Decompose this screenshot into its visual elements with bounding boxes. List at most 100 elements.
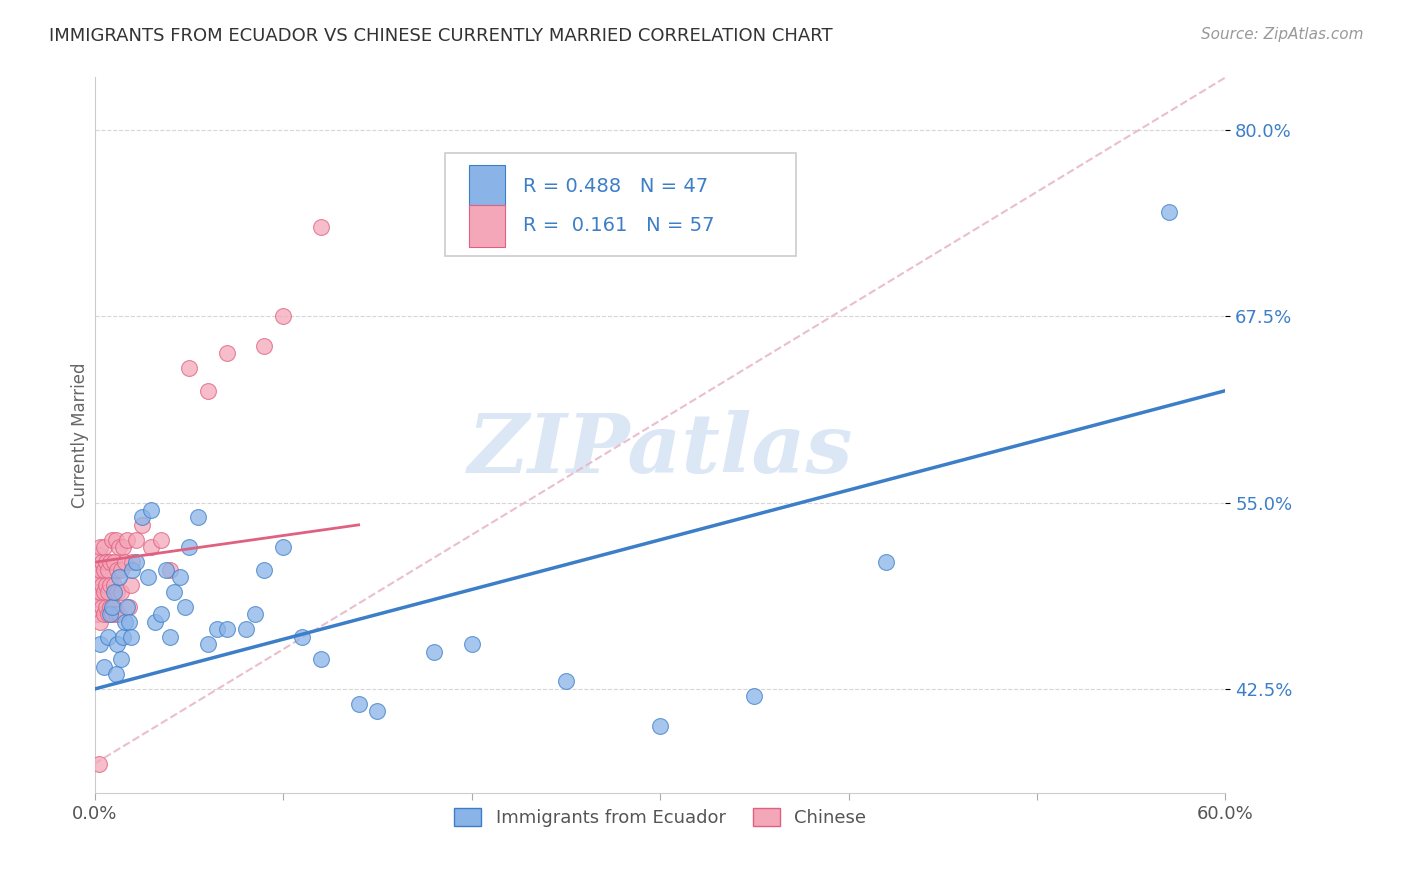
Point (89, 563, 111, 577)
Point (107, 563, 129, 577)
Point (114, 615, 136, 629)
Point (110, 652, 132, 666)
Point (107, 585, 129, 599)
Point (141, 541, 163, 555)
Point (253, 339, 276, 353)
Point (120, 577, 142, 591)
Point (423, 645, 446, 659)
Point (86, 607, 108, 622)
Point (93, 585, 115, 599)
Point (149, 533, 172, 547)
Point (159, 630, 181, 644)
Point (650, 719, 672, 733)
Point (253, 563, 276, 577)
Point (366, 704, 388, 718)
Point (271, 541, 294, 555)
Point (98, 607, 121, 622)
Point (143, 615, 166, 629)
Point (100, 533, 122, 547)
Point (125, 533, 148, 547)
Point (187, 510, 209, 524)
Point (104, 607, 127, 622)
Point (100, 607, 122, 622)
Point (87, 756, 110, 771)
Point (110, 563, 132, 577)
Point (112, 541, 135, 555)
Point (235, 622, 257, 636)
Y-axis label: Currently Married: Currently Married (72, 363, 89, 508)
Point (108, 541, 131, 555)
Point (115, 599, 138, 614)
Point (169, 570, 191, 584)
Point (103, 555, 125, 569)
Point (89, 615, 111, 629)
Point (87, 548, 110, 562)
Point (291, 630, 314, 644)
Point (460, 637, 482, 651)
Point (89, 585, 111, 599)
Point (875, 555, 897, 569)
Point (91, 555, 114, 569)
Point (347, 697, 370, 711)
Point (104, 533, 127, 547)
Point (174, 599, 197, 614)
Point (103, 585, 125, 599)
Point (177, 361, 200, 376)
Point (98, 555, 121, 569)
Point (97, 630, 120, 644)
Point (103, 577, 125, 591)
Point (94, 555, 117, 569)
Point (98, 599, 121, 614)
Point (163, 585, 186, 599)
Point (97, 585, 120, 599)
Point (136, 570, 159, 584)
Point (120, 630, 142, 644)
FancyBboxPatch shape (446, 153, 796, 256)
Point (309, 219, 332, 234)
Point (89, 637, 111, 651)
Point (108, 570, 131, 584)
Point (309, 652, 332, 666)
Point (91, 599, 114, 614)
Text: R = 0.488   N = 47: R = 0.488 N = 47 (523, 178, 709, 196)
Point (125, 555, 148, 569)
Point (108, 607, 131, 622)
Point (177, 541, 200, 555)
Point (243, 607, 266, 622)
Text: IMMIGRANTS FROM ECUADOR VS CHINESE CURRENTLY MARRIED CORRELATION CHART: IMMIGRANTS FROM ECUADOR VS CHINESE CURRE… (49, 27, 832, 45)
Point (115, 533, 138, 547)
Point (155, 563, 177, 577)
Point (197, 384, 219, 398)
Point (91, 577, 114, 591)
Point (104, 667, 127, 681)
Point (94, 599, 117, 614)
FancyBboxPatch shape (470, 205, 505, 247)
Point (555, 674, 578, 689)
Point (112, 630, 135, 644)
Point (86, 585, 108, 599)
Point (118, 599, 141, 614)
Point (97, 607, 120, 622)
Point (87, 592, 110, 607)
Point (87, 570, 110, 584)
Point (207, 622, 229, 636)
Point (215, 622, 238, 636)
Legend: Immigrants from Ecuador, Chinese: Immigrants from Ecuador, Chinese (447, 801, 873, 834)
Point (118, 615, 141, 629)
Point (114, 555, 136, 569)
Point (93, 541, 115, 555)
Point (100, 599, 122, 614)
Point (744, 690, 766, 704)
Point (93, 659, 115, 673)
Text: ZIPatlas: ZIPatlas (467, 409, 853, 490)
Point (93, 607, 115, 622)
Point (131, 517, 153, 532)
Point (94, 577, 117, 591)
Point (149, 607, 172, 622)
Point (86, 563, 108, 577)
Point (110, 585, 132, 599)
Point (131, 510, 153, 524)
Point (197, 637, 219, 651)
Point (215, 346, 238, 360)
Point (89, 541, 111, 555)
